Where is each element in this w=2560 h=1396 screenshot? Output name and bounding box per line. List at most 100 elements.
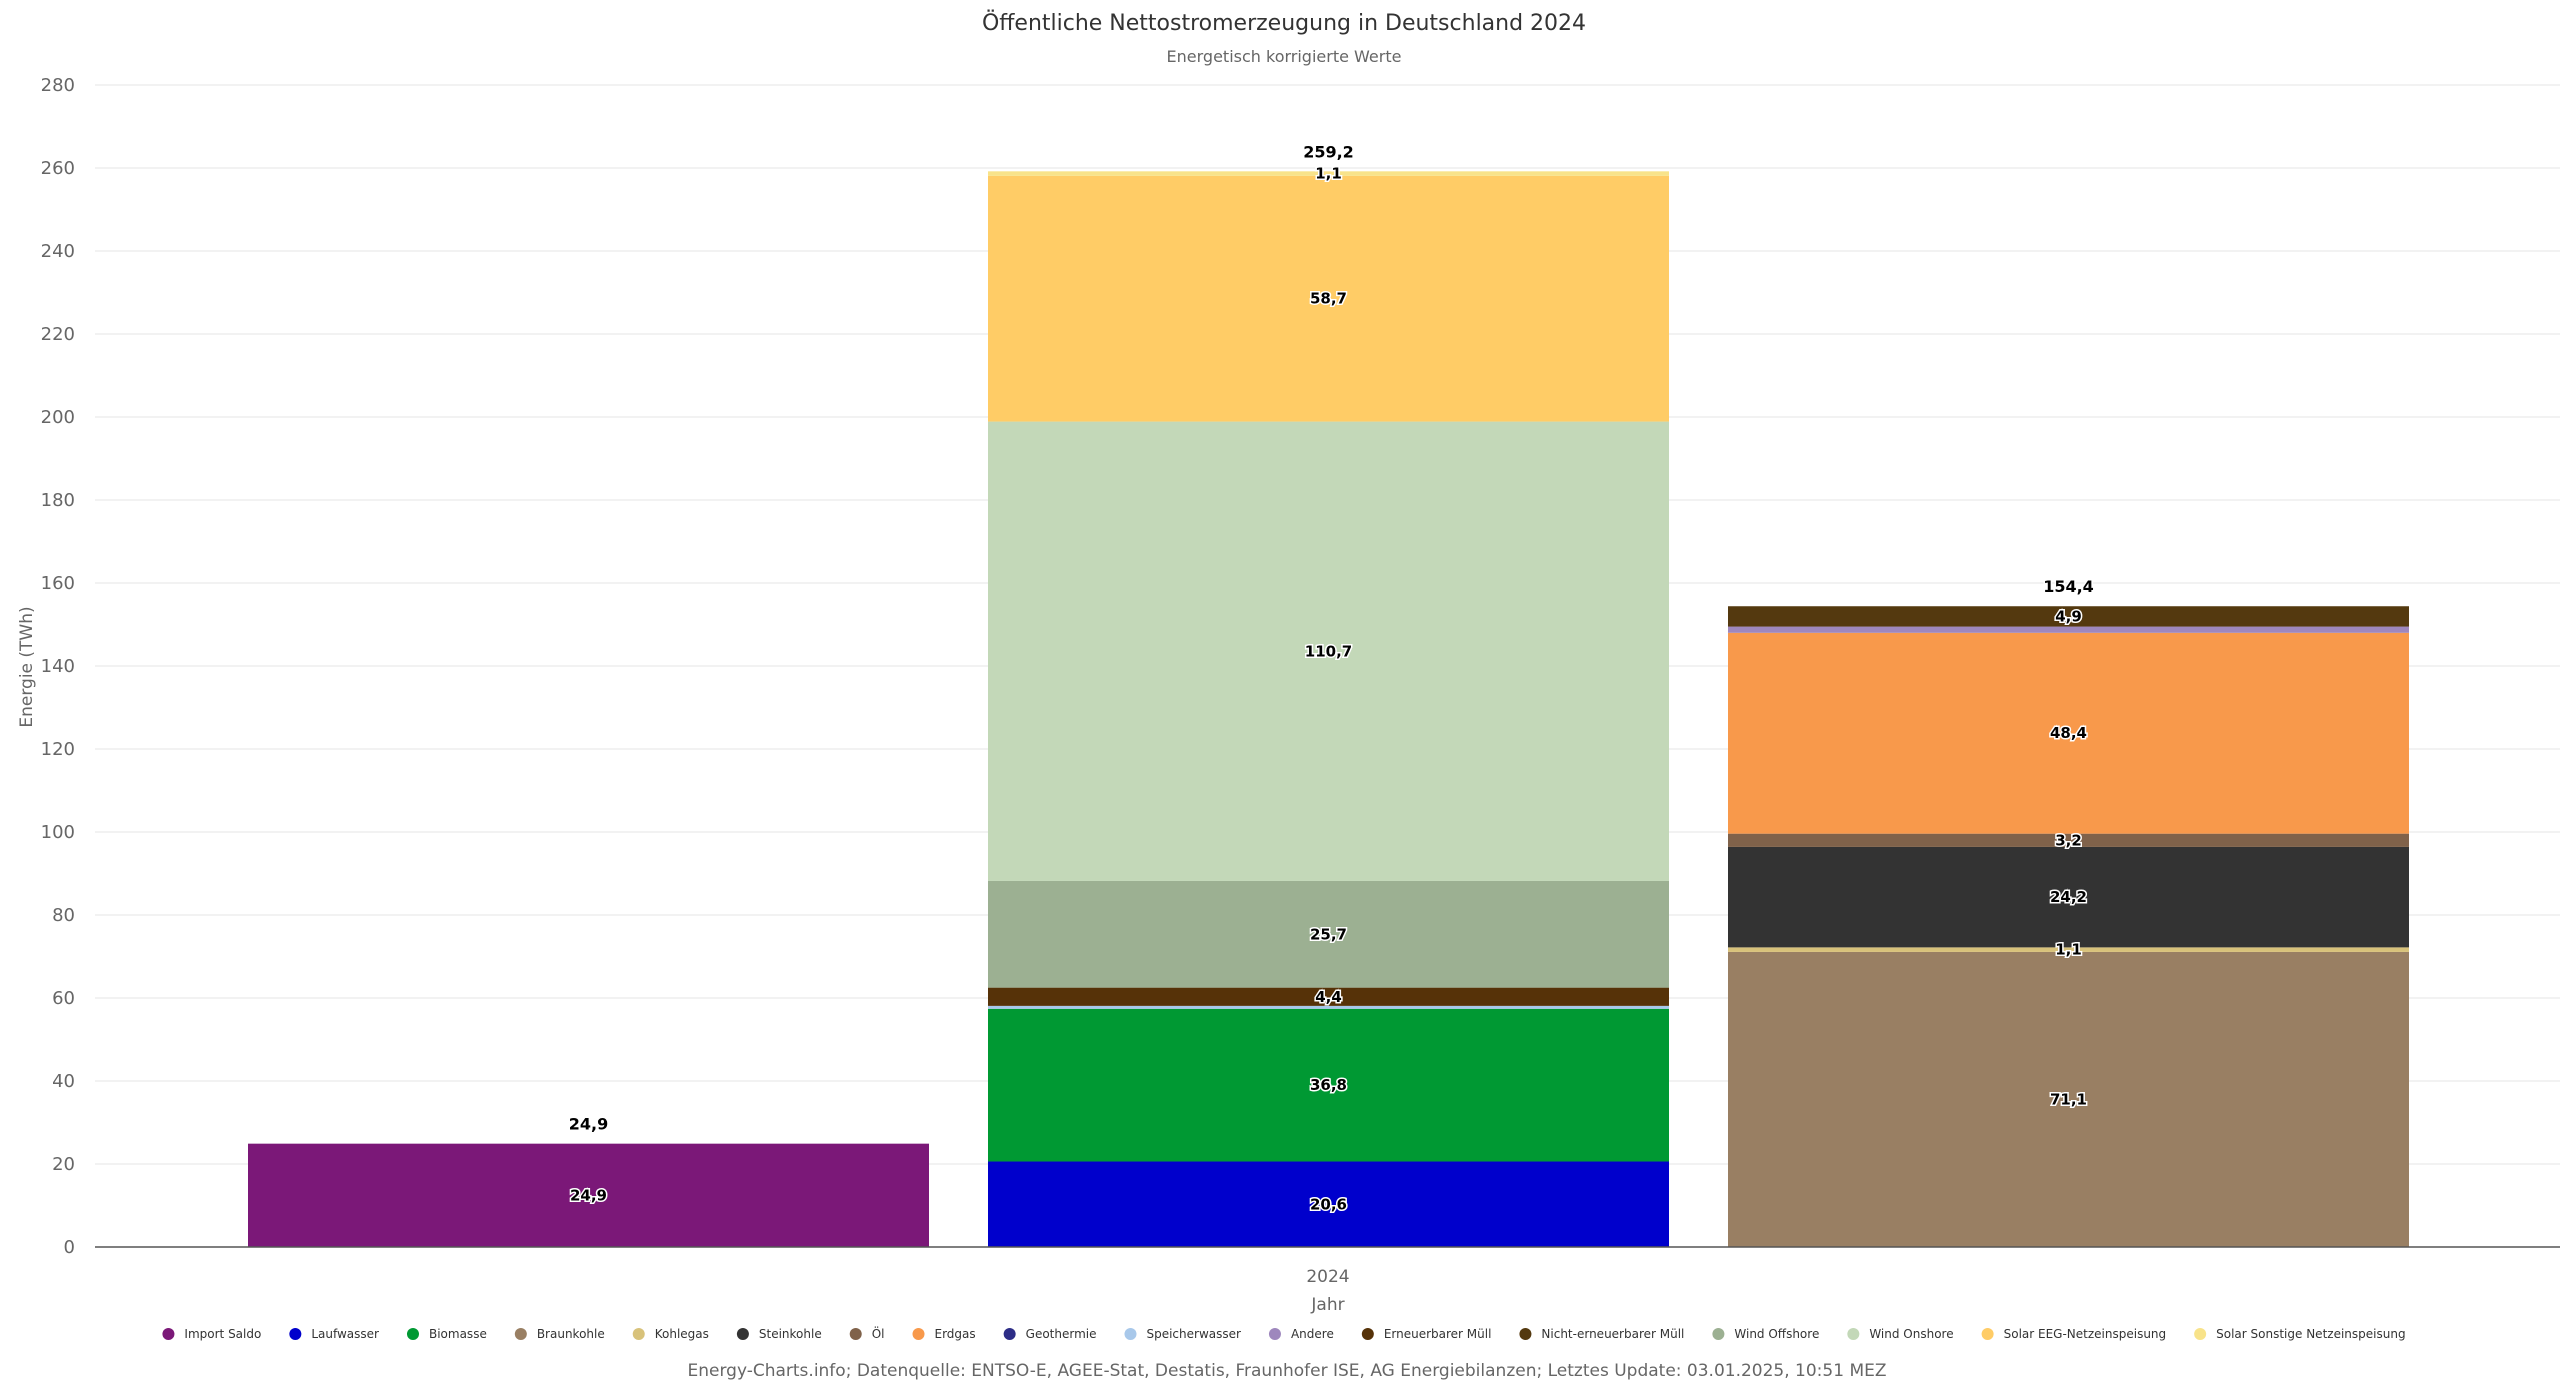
legend-label: Biomasse — [429, 1327, 487, 1341]
legend-marker — [406, 1328, 419, 1340]
legend-item[interactable]: Laufwasser — [289, 1327, 379, 1341]
legend-item[interactable]: Speicherwasser — [1124, 1327, 1241, 1341]
bar-segment — [988, 421, 1669, 881]
legend-label: Solar EEG-Netzeinspeisung — [2004, 1327, 2167, 1341]
legend-item[interactable]: Solar Sonstige Netzeinspeisung — [2194, 1327, 2406, 1341]
y-tick-label: 120 — [41, 739, 75, 760]
data-label: 25,7 — [1310, 925, 1347, 943]
legend-marker — [2194, 1328, 2207, 1340]
legend-item[interactable]: Kohlegas — [632, 1327, 709, 1341]
bar-segment — [1728, 606, 2409, 627]
y-tick-label: 200 — [41, 407, 75, 428]
data-label: 4,4 — [1315, 988, 1342, 1006]
legend-marker — [849, 1328, 862, 1340]
bar-segment — [1728, 951, 2409, 1247]
x-axis-category-label: 2024 — [1306, 1267, 1349, 1287]
bar-segment — [1728, 632, 2409, 834]
y-tick-label: 220 — [41, 324, 75, 345]
y-axis-label: Energie (TWh) — [17, 606, 37, 727]
data-label: 20,6 — [1310, 1195, 1347, 1213]
y-tick-label: 80 — [52, 905, 75, 926]
bar-segment — [988, 1008, 1669, 1162]
legend-marker — [912, 1328, 925, 1340]
legend-item[interactable]: Solar EEG-Netzeinspeisung — [1981, 1327, 2167, 1341]
legend-label: Wind Onshore — [1869, 1327, 1953, 1341]
legend-marker — [1361, 1328, 1374, 1340]
y-tick-label: 40 — [52, 1071, 75, 1092]
data-label: 4,9 — [2055, 607, 2082, 625]
total-label: 154,4 — [2043, 577, 2094, 596]
legend-marker — [632, 1328, 645, 1340]
y-tick-label: 60 — [52, 988, 75, 1009]
data-label: 48,4 — [2050, 724, 2087, 742]
bar-segment — [248, 1143, 929, 1247]
legend-label: Import Saldo — [184, 1327, 261, 1341]
legend-label: Speicherwasser — [1146, 1327, 1241, 1341]
legend-label: Geothermie — [1026, 1327, 1097, 1341]
legend: Import Saldo Laufwasser Biomasse Braunkohle… — [162, 1325, 2406, 1341]
legend-item[interactable]: Import Saldo — [162, 1327, 261, 1341]
legend-marker — [514, 1328, 527, 1340]
data-label: 24,9 — [570, 1186, 607, 1204]
legend-label: Braunkohle — [537, 1327, 605, 1341]
y-tick-label: 0 — [64, 1237, 75, 1258]
legend-item[interactable]: Wind Onshore — [1847, 1327, 1954, 1341]
legend-item[interactable]: Biomasse — [406, 1327, 487, 1341]
legend-item[interactable]: Nicht-erneuerbarer Müll — [1519, 1327, 1684, 1341]
legend-label: Erneuerbarer Müll — [1384, 1327, 1492, 1341]
legend-item[interactable]: Öl — [849, 1325, 885, 1341]
y-tick-label: 280 — [41, 75, 75, 96]
legend-marker — [1712, 1328, 1725, 1340]
legend-label: Wind Offshore — [1734, 1327, 1819, 1341]
data-label: 36,8 — [1310, 1076, 1347, 1094]
bar-stack: 71,1 1,1 24,2 3,2 48,4 4,9 154,4 — [1728, 576, 2409, 1247]
bar-segment — [988, 987, 1669, 1006]
bar-segment — [988, 1161, 1669, 1247]
chart-title: Öffentliche Nettostromerzeugung in Deuts… — [982, 10, 1586, 36]
legend-item[interactable]: Steinkohle — [736, 1327, 822, 1341]
total-label: 24,9 — [569, 1115, 608, 1134]
legend-marker — [1981, 1328, 1994, 1340]
y-tick-label: 160 — [41, 573, 75, 594]
data-label: 24,2 — [2050, 888, 2087, 906]
legend-item[interactable]: Wind Offshore — [1712, 1327, 1819, 1341]
legend-label: Solar Sonstige Netzeinspeisung — [2216, 1327, 2405, 1341]
x-axis-label: Jahr — [1310, 1295, 1344, 1315]
data-label: 110,7 — [1305, 642, 1352, 660]
bars: 24,9 24,9 20,6 36,8 4,4 25,7 110,7 58,7 1,1 259,2… — [248, 141, 2409, 1247]
credits: Energy-Charts.info; Datenquelle: ENTSO-E… — [687, 1361, 1886, 1381]
bar-stack: 20,6 36,8 4,4 25,7 110,7 58,7 1,1 259,2 — [988, 141, 1669, 1247]
bar-segment — [1728, 947, 2409, 952]
legend-item[interactable]: Erdgas — [912, 1327, 976, 1341]
legend-label: Steinkohle — [759, 1327, 822, 1341]
bar-segment — [988, 171, 1669, 176]
legend-marker — [1124, 1328, 1137, 1340]
y-tick-label: 100 — [41, 822, 75, 843]
legend-item[interactable]: Geothermie — [1003, 1327, 1097, 1341]
data-label: 1,1 — [2055, 941, 2082, 959]
bar-segment — [988, 175, 1669, 422]
legend-label: Öl — [872, 1325, 885, 1341]
y-tick-label: 20 — [52, 1154, 75, 1175]
legend-label: Kohlegas — [655, 1327, 709, 1341]
data-label: 58,7 — [1310, 290, 1347, 308]
legend-marker — [1847, 1328, 1860, 1340]
legend-marker — [162, 1328, 175, 1340]
bar-segment — [1728, 833, 2409, 847]
legend-item[interactable]: Andere — [1268, 1327, 1334, 1341]
data-label: 1,1 — [1315, 165, 1342, 183]
legend-label: Nicht-erneuerbarer Müll — [1541, 1327, 1684, 1341]
legend-marker — [1003, 1328, 1016, 1340]
legend-label: Laufwasser — [311, 1327, 379, 1341]
y-tick-label: 180 — [41, 490, 75, 511]
y-axis: 0 20 40 60 80 100 120 140 160 180 200 220 240 260 280 — [41, 75, 75, 1258]
bar-segment — [1728, 626, 2409, 633]
legend-item[interactable]: Braunkohle — [514, 1327, 605, 1341]
data-label: 71,1 — [2050, 1090, 2087, 1108]
data-label: 3,2 — [2055, 831, 2082, 849]
legend-marker — [736, 1328, 749, 1340]
y-tick-label: 260 — [41, 158, 75, 179]
legend-item[interactable]: Erneuerbarer Müll — [1361, 1327, 1492, 1341]
legend-marker — [289, 1328, 302, 1340]
